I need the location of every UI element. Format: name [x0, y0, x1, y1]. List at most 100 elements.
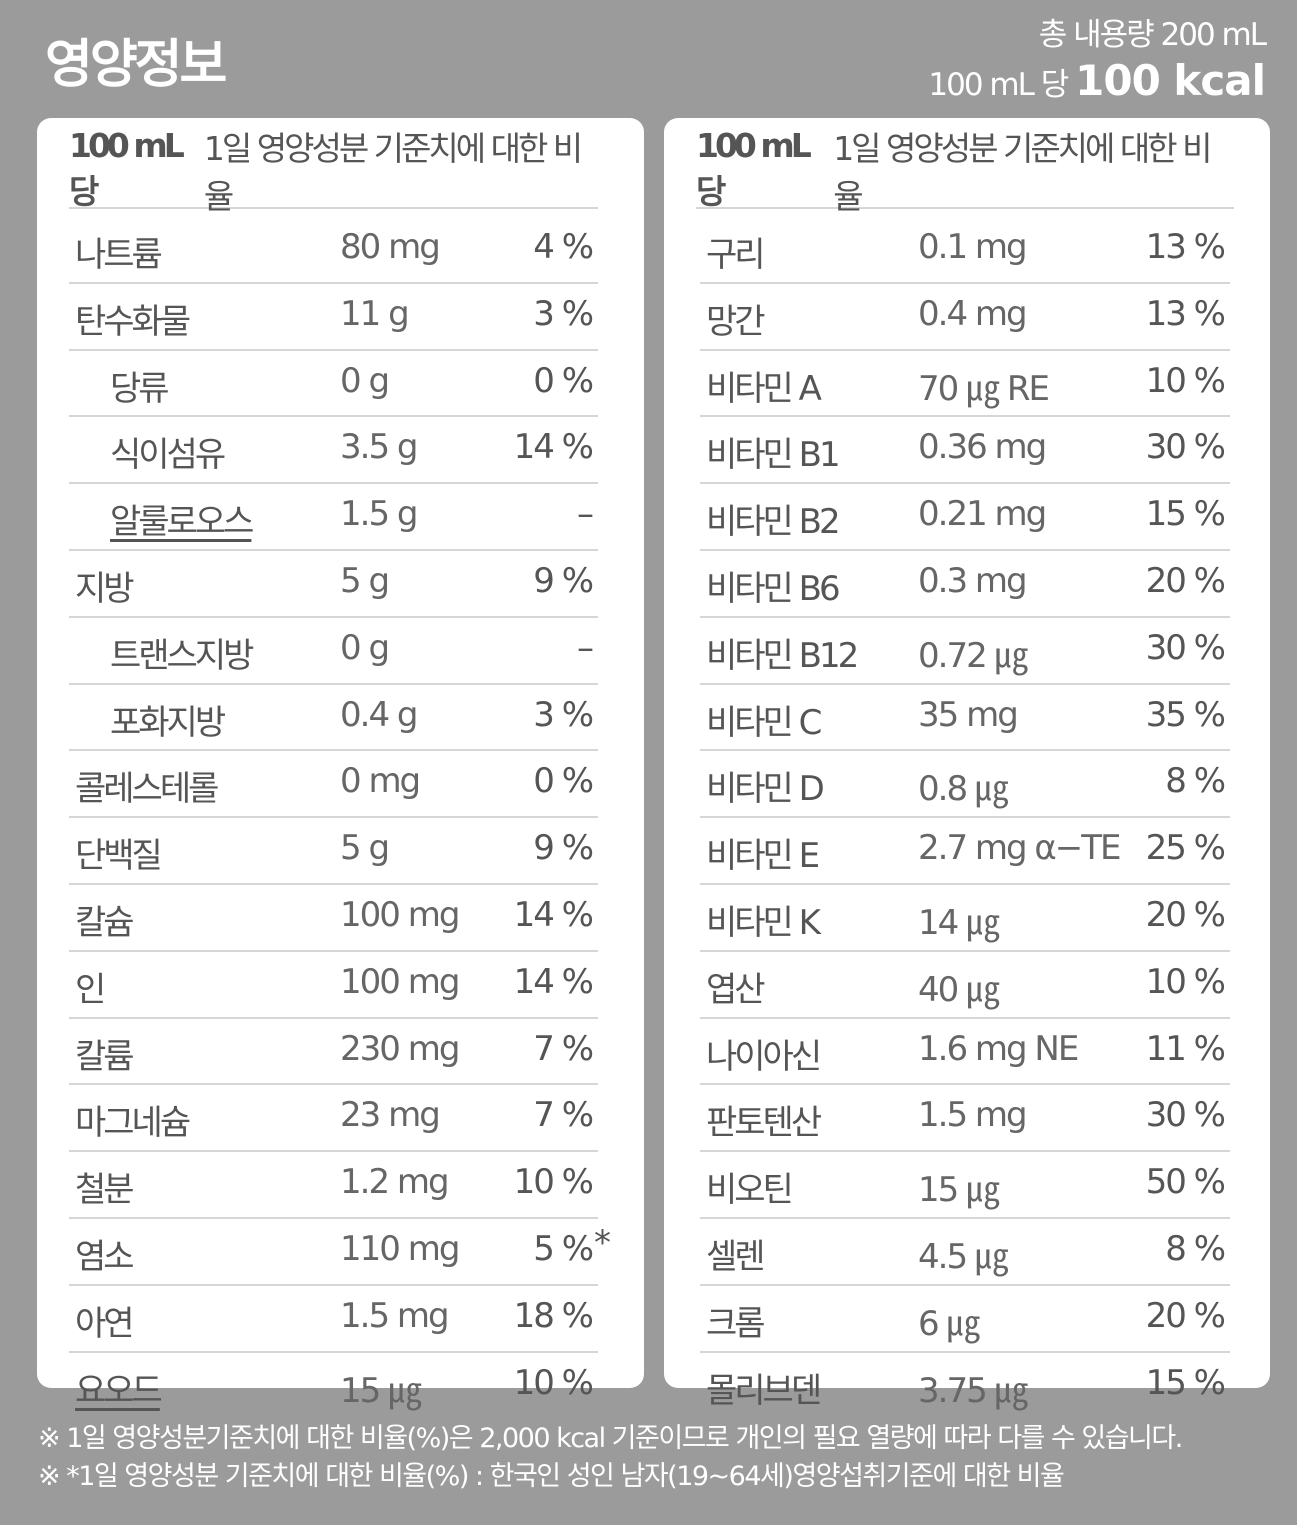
daily-value-percent-text: 50 % [1145, 1162, 1226, 1203]
daily-value-percent-text: 0 % [533, 761, 594, 802]
daily-value-percent: 18 % [514, 1296, 594, 1336]
nutrient-amount: 0.8 ㎍ [918, 769, 1009, 810]
nutrient-name: 칼륨 [75, 1036, 135, 1077]
daily-value-percent: 4 % [533, 227, 594, 267]
daily-value-percent-text: 30 % [1145, 627, 1226, 668]
nutrient-amount: 1.2 mg [340, 1162, 450, 1203]
nutrient-name: 크롬 [706, 1303, 766, 1344]
daily-value-percent-text: 20 % [1145, 1295, 1226, 1336]
daily-value-percent: 0 % [533, 361, 594, 401]
daily-value-percent-text: 3 % [533, 694, 594, 735]
daily-value-percent: 11 % [1146, 1029, 1226, 1069]
nutrient-row: 칼슘 100 mg 14 % [69, 885, 598, 952]
nutrient-amount: 14 ㎍ [918, 902, 1000, 943]
nutrient-amount: 0.4 g [340, 694, 418, 735]
daily-value-percent-text: 20 % [1145, 894, 1226, 935]
daily-value-percent: 30 % [1145, 427, 1226, 468]
daily-value-percent-text: 3 % [533, 293, 594, 334]
nutrient-amount: 70 ㎍ RE [918, 368, 1050, 409]
nutrient-name: 비타민 B2 [706, 502, 841, 543]
daily-value-percent: 14 % [513, 427, 594, 468]
nutrient-name: 비타민 E [706, 836, 820, 877]
daily-value-percent: 8 % [1165, 761, 1226, 802]
nutrient-row: 트랜스지방 0 g – [69, 618, 598, 685]
nutrient-name: 칼슘 [75, 902, 135, 943]
daily-value-percent: 50 % [1145, 1162, 1226, 1203]
nutrient-name: 당류 [110, 368, 170, 409]
nutrient-row: 구리 0.1 mg 13 % [700, 217, 1230, 284]
daily-value-percent: 15 % [1146, 494, 1226, 534]
table-header: 100 mL당 1일 영양성분 기준치에 대한 비율 [69, 118, 598, 216]
nutrient-amount: 40 ㎍ [918, 969, 1000, 1010]
daily-value-percent: 10 % [1146, 962, 1226, 1002]
footnote-mark: * [594, 1222, 611, 1263]
daily-value-percent-text: – [577, 627, 594, 668]
nutrient-name: 철분 [75, 1170, 135, 1211]
nutrient-name: 인 [75, 969, 106, 1010]
nutrient-name: 식이섬유 [110, 435, 226, 476]
nutrient-name: 엽산 [706, 969, 766, 1010]
daily-value-percent-text: – [577, 494, 594, 535]
nutrient-row: 망간 0.4 mg 13 % [700, 284, 1230, 351]
daily-value-percent: 9 % [533, 561, 594, 601]
nutrient-name: 비타민 B1 [706, 435, 841, 476]
nutrient-row: 식이섬유 3.5 g 14 % [69, 417, 598, 485]
nutrient-name: 비타민 B6 [706, 568, 841, 609]
nutrient-amount: 35 mg [918, 694, 1019, 735]
daily-value-percent-text: 30 % [1145, 427, 1226, 468]
table-header: 100 mL당 1일 영양성분 기준치에 대한 비율 [696, 118, 1234, 216]
daily-value-percent: 9 % [533, 828, 594, 869]
daily-value-percent-text: 7 % [533, 1095, 594, 1136]
nutrient-name: 탄수화물 [75, 301, 191, 342]
nutrient-amount: 0.3 mg [918, 560, 1028, 601]
daily-value-percent-text: 14 % [513, 961, 594, 1002]
daily-value-percent: 35 % [1146, 695, 1226, 735]
daily-value-percent-text: 13 % [1145, 293, 1226, 334]
nutrient-row: 판토텐산 1.5 mg 30 % [700, 1085, 1230, 1153]
nutrient-name: 마그네슘 [75, 1103, 191, 1144]
nutrient-row: 콜레스테롤 0 mg 0 % [69, 751, 598, 819]
daily-value-percent-text: 13 % [1145, 227, 1226, 267]
nutrient-row: 비타민 K 14 ㎍ 20 % [700, 885, 1230, 952]
footnote: ※ *1일 영양성분 기준치에 대한 비율(%) : 한국인 성인 남자(19~… [38, 1461, 1065, 1492]
daily-value-percent-text: 20 % [1145, 560, 1226, 601]
nutrient-amount: 0 mg [340, 761, 421, 802]
nutrient-name: 망간 [706, 301, 766, 342]
nutrient-amount: 0 g [340, 627, 390, 668]
daily-value-percent: 14 % [513, 961, 594, 1002]
nutrient-name: 비타민 K [706, 902, 821, 943]
nutrient-name: 몰리브덴 [706, 1370, 822, 1411]
nutrient-amount: 0.4 mg [918, 293, 1028, 334]
nutrient-row: 인 100 mg 14 % [69, 952, 598, 1019]
nutrient-amount: 15 ㎍ [340, 1370, 422, 1411]
nutrient-name: 비타민 A [706, 368, 822, 409]
daily-value-percent-text: 10 % [513, 1162, 594, 1203]
daily-value-percent-text: 8 % [1165, 761, 1226, 802]
nutrient-row: 엽산 40 ㎍ 10 % [700, 952, 1230, 1019]
nutrient-amount: 0.21 mg [918, 494, 1047, 535]
nutrient-row: 알룰로오스 1.5 g – [69, 484, 598, 551]
daily-value-percent-text: 10 % [513, 1362, 594, 1403]
daily-value-percent-text: 25 % [1145, 828, 1226, 869]
nutrient-rows: 구리 0.1 mg 13 % 망간 0.4 mg 13 % 비타민 A 70 ㎍ RE 10 %… [700, 217, 1230, 1417]
nutrient-row: 비타민 B6 0.3 mg 20 % [700, 551, 1230, 618]
daily-value-percent: 7 % [533, 1029, 594, 1069]
nutrient-amount: 80 mg [340, 227, 441, 267]
nutrient-row: 비타민 E 2.7 mg α−TE 25 % [700, 818, 1230, 885]
daily-value-percent-text: 9 % [533, 828, 594, 869]
per-serving-calories: 100 mL 당 100 kcal [928, 56, 1266, 110]
daily-value-percent: 10 % [1145, 360, 1226, 401]
calories-value: 100 kcal [1075, 56, 1266, 105]
nutrient-row: 염소 110 mg 5 % * [69, 1219, 611, 1286]
daily-value-percent: 30 % [1146, 1095, 1226, 1135]
daily-value-percent-text: 14 % [513, 427, 594, 468]
nutrient-amount: 5 g [340, 828, 390, 869]
nutrient-name: 비타민 D [706, 769, 825, 810]
daily-value-percent-text: 10 % [1145, 360, 1226, 401]
daily-value-percent: 25 % [1145, 828, 1226, 869]
daily-value-percent: 10 % [513, 1362, 594, 1403]
daily-value-percent: 20 % [1145, 560, 1226, 601]
nutrient-amount: 3.5 g [340, 427, 418, 468]
nutrient-name: 트랜스지방 [110, 635, 254, 676]
daily-value-percent-text: 4 % [533, 227, 594, 267]
